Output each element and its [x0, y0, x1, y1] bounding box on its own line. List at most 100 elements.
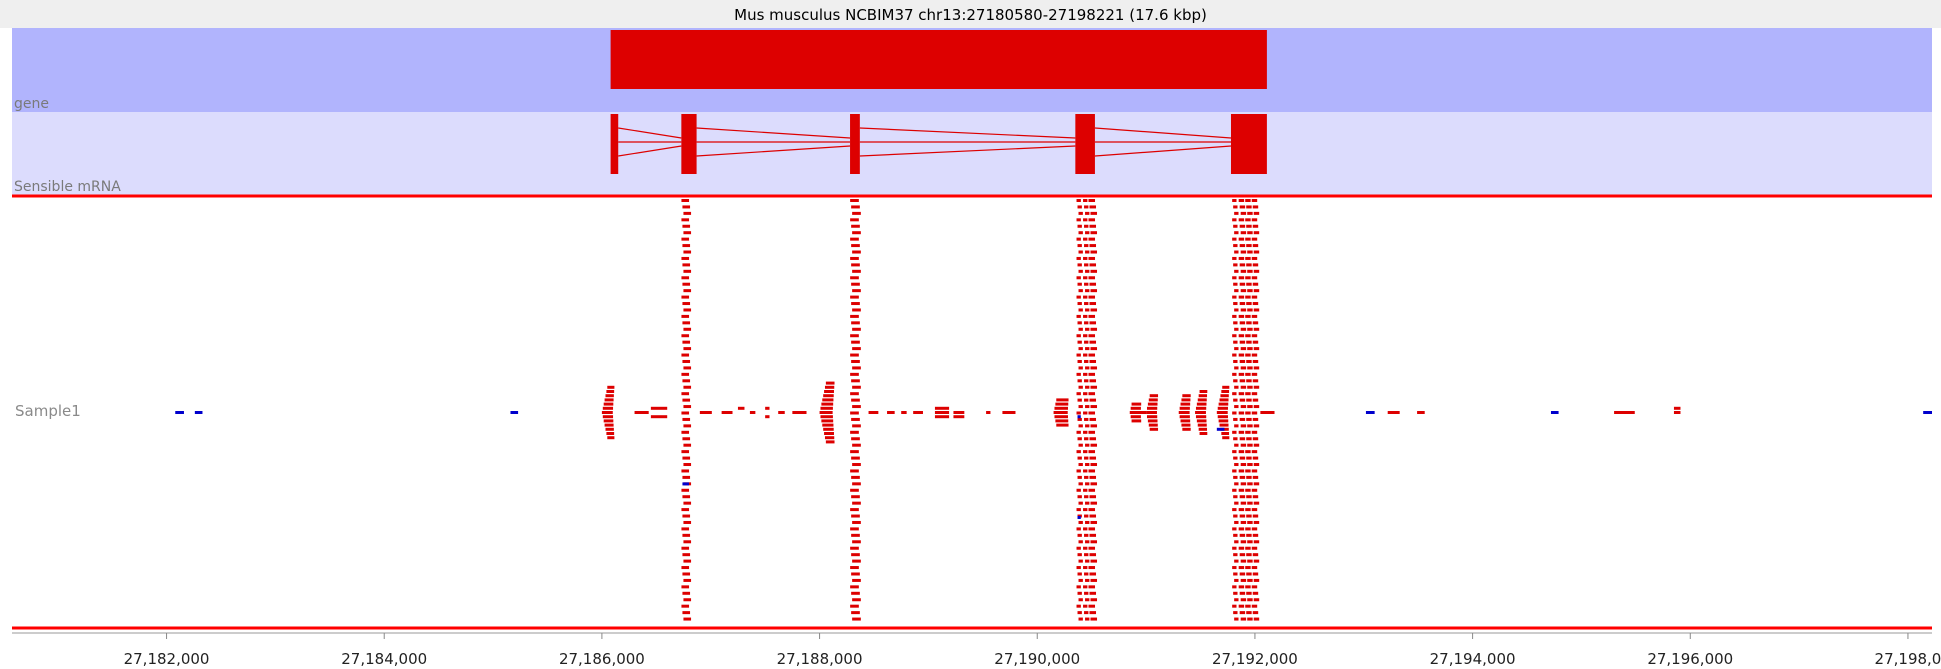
read [1238, 469, 1245, 473]
read [1234, 347, 1239, 351]
read [681, 237, 690, 241]
read [683, 250, 692, 254]
read [1076, 411, 1081, 415]
read [1078, 540, 1083, 544]
read [1234, 366, 1239, 370]
read [1090, 211, 1098, 215]
read [765, 415, 770, 419]
read [1251, 604, 1258, 608]
read [1245, 546, 1251, 550]
read [1246, 379, 1252, 383]
read [1088, 585, 1096, 589]
read [683, 385, 692, 389]
exon-5[interactable] [1230, 114, 1267, 174]
read [682, 437, 691, 441]
read [850, 527, 859, 531]
read [1240, 231, 1247, 235]
read [1252, 321, 1259, 325]
read [1239, 591, 1246, 595]
read [1090, 424, 1098, 428]
read [1240, 289, 1247, 293]
read [1148, 423, 1158, 427]
read [1083, 430, 1088, 434]
read [1238, 372, 1245, 376]
read [1076, 585, 1081, 589]
read [682, 475, 691, 479]
read [1245, 450, 1251, 454]
read [1245, 334, 1251, 338]
read [1387, 411, 1400, 414]
read [1252, 417, 1259, 421]
exon-2[interactable] [681, 114, 697, 174]
read [1221, 432, 1230, 435]
read [1077, 359, 1082, 363]
exon-3[interactable] [850, 114, 860, 174]
read [1088, 566, 1096, 570]
read [1083, 566, 1088, 570]
read [1245, 276, 1251, 280]
read [1179, 406, 1190, 410]
read [852, 308, 861, 312]
read [1077, 417, 1082, 421]
read [683, 424, 692, 428]
read [1216, 411, 1228, 414]
read [681, 527, 690, 531]
read [1239, 553, 1246, 557]
read [1247, 424, 1253, 428]
read [1238, 566, 1245, 570]
read [683, 598, 692, 602]
read [1253, 540, 1260, 544]
read [1234, 289, 1239, 293]
read [606, 390, 615, 393]
read [1240, 347, 1247, 351]
read [1146, 406, 1158, 410]
read [681, 276, 690, 280]
read [822, 398, 834, 402]
read [1234, 559, 1239, 563]
read [1089, 572, 1097, 576]
read [851, 282, 860, 286]
read [1245, 508, 1251, 512]
read [1239, 302, 1246, 306]
read [681, 256, 690, 260]
read [850, 295, 859, 299]
read [1090, 617, 1098, 621]
read [1148, 398, 1158, 402]
read [1076, 199, 1081, 202]
read [1252, 379, 1259, 383]
mrna-track[interactable]: Sensible mRNA [12, 112, 1932, 195]
read [852, 463, 861, 467]
exon-4[interactable] [1075, 114, 1095, 174]
read [852, 327, 861, 331]
read [765, 406, 770, 410]
read [1084, 495, 1089, 499]
read [1085, 501, 1090, 505]
read [601, 411, 613, 414]
read [1246, 340, 1252, 344]
read [1083, 199, 1088, 202]
read [1198, 394, 1208, 398]
read [1252, 244, 1259, 248]
read [851, 340, 860, 344]
read [1238, 604, 1245, 608]
read [1239, 533, 1246, 537]
read [1251, 488, 1258, 492]
read [1090, 347, 1098, 351]
read [1246, 611, 1252, 615]
read [1090, 308, 1098, 312]
read [1084, 205, 1089, 209]
read [1253, 289, 1260, 293]
gene-feature[interactable] [610, 30, 1267, 89]
exon-1[interactable] [610, 114, 619, 174]
read [1076, 314, 1081, 318]
read [1088, 392, 1096, 396]
read [850, 256, 859, 260]
read [607, 436, 615, 440]
read [1253, 211, 1260, 215]
read [1246, 302, 1252, 306]
read [1089, 340, 1097, 344]
read [1232, 508, 1237, 512]
read [1076, 430, 1081, 434]
read [1085, 598, 1090, 602]
